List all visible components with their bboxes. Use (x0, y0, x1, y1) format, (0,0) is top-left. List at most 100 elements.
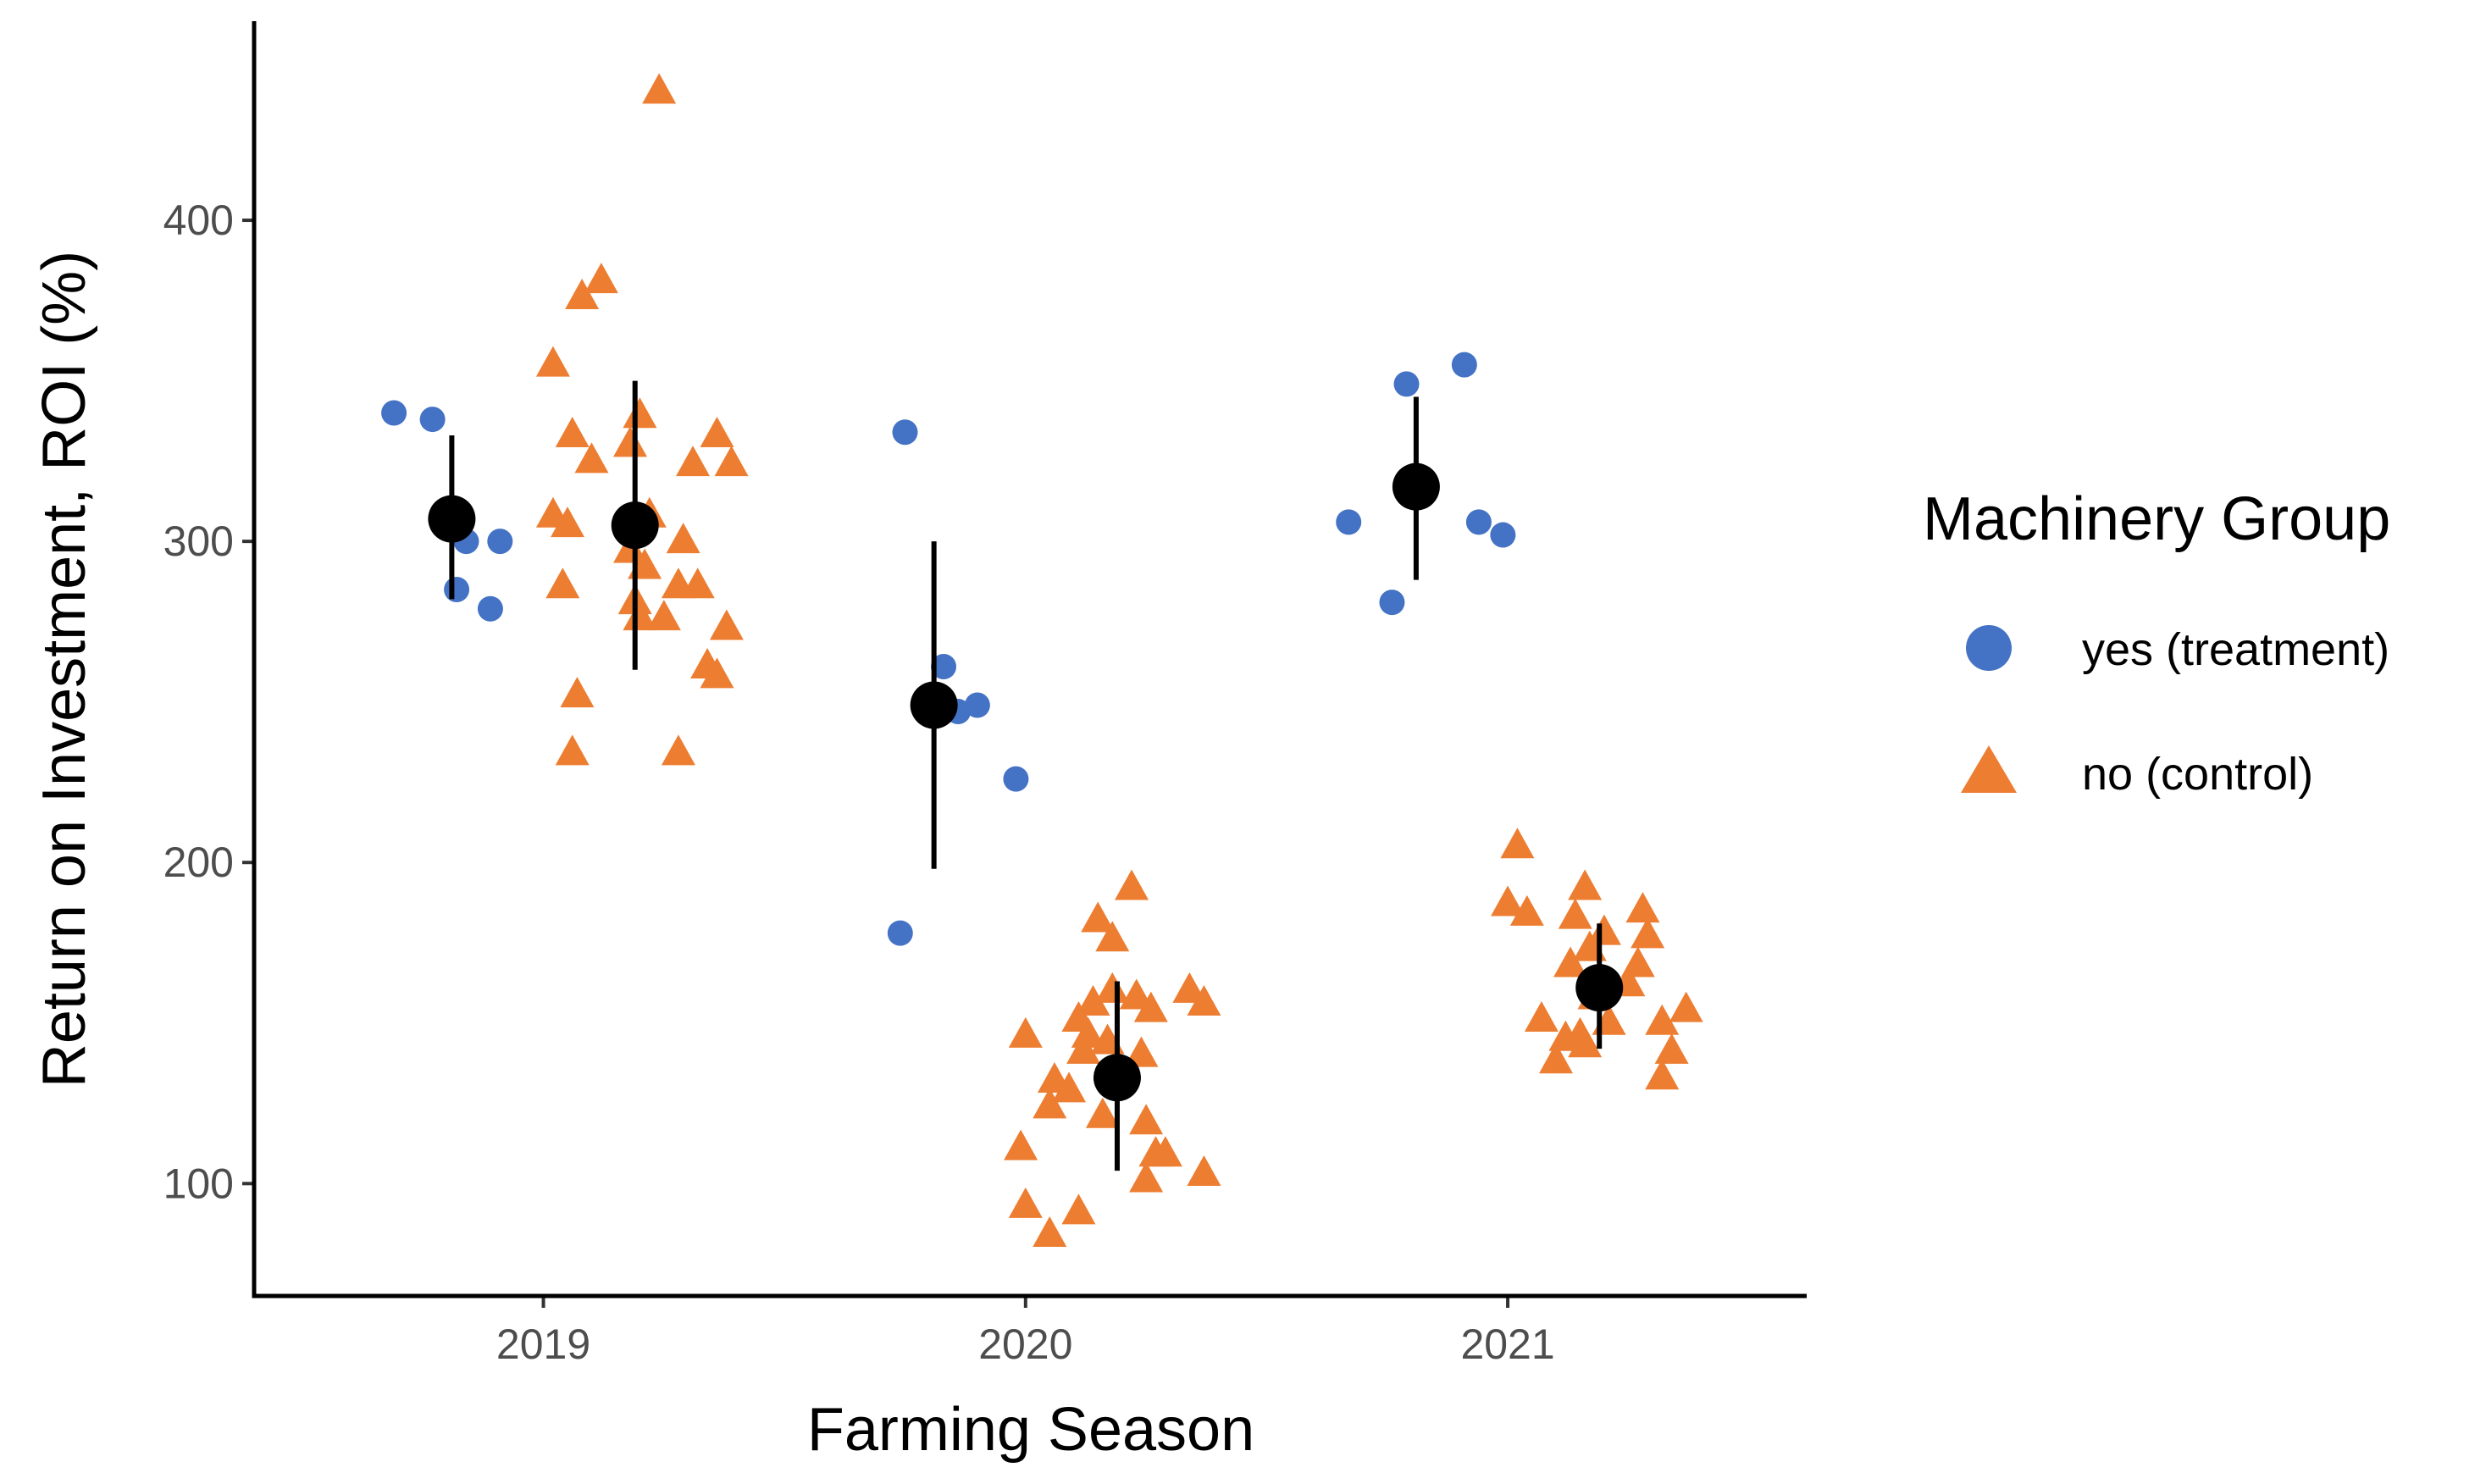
control-point (565, 279, 600, 310)
control-point (1129, 1161, 1164, 1193)
control-point (1148, 1136, 1182, 1167)
x-tick-label: 2019 (496, 1321, 590, 1368)
control-point (1586, 914, 1621, 945)
control-point (680, 568, 715, 599)
control-point (714, 446, 749, 477)
y-axis-ticks: 100 200 300 400 (163, 197, 254, 1207)
treatment-point (1451, 352, 1477, 378)
control-point (1568, 869, 1603, 900)
treatment-point (1003, 766, 1029, 792)
control-point (1558, 898, 1592, 929)
control-point (661, 734, 695, 766)
control-point (1004, 1129, 1038, 1160)
plot-area: 100 200 300 400 2019 2020 2021 (163, 21, 1807, 1368)
control-point (623, 397, 657, 429)
treatment-point (887, 920, 913, 946)
control-point (560, 677, 595, 708)
legend-title: Machinery Group (1923, 485, 2390, 553)
control-point (545, 568, 580, 599)
y-tick-label: 200 (163, 839, 234, 886)
control-point (574, 442, 609, 473)
control-point (676, 446, 711, 477)
treatment-point (931, 653, 957, 679)
y-tick-label: 400 (163, 197, 234, 244)
control-point (613, 426, 648, 457)
treatment-point (1465, 509, 1492, 535)
control-point (1124, 1036, 1159, 1067)
control-point (1095, 921, 1130, 952)
control-point (1061, 1193, 1096, 1225)
control-point (1491, 885, 1525, 916)
control-point (1129, 1104, 1164, 1135)
treatment-point (892, 419, 918, 446)
mean-point (428, 495, 476, 543)
treatment-point (381, 400, 407, 426)
control-point (1052, 1071, 1087, 1103)
control-point (1008, 1187, 1043, 1218)
control-point (1085, 1097, 1120, 1128)
control-point (1631, 917, 1665, 949)
control-point (1553, 946, 1588, 977)
legend-treatment-marker (1966, 625, 2012, 671)
mean-point (1093, 1054, 1141, 1102)
treatment-series (381, 352, 1516, 946)
treatment-point (477, 595, 503, 622)
treatment-point (1336, 509, 1362, 535)
control-point (1187, 1155, 1221, 1186)
legend: Machinery Group yes (treatment) no (cont… (1923, 485, 2390, 800)
mean-point (1392, 462, 1440, 511)
control-point (642, 73, 677, 104)
control-point (1095, 972, 1130, 1003)
control-point (1625, 892, 1660, 923)
y-axis-title: Return on Investment, ROI (%) (30, 251, 98, 1088)
control-point (1548, 1020, 1583, 1051)
mean-point (910, 681, 958, 729)
x-tick-label: 2020 (978, 1321, 1072, 1368)
control-point (1081, 901, 1116, 933)
x-axis-ticks: 2019 2020 2021 (496, 1296, 1555, 1368)
control-point (1076, 985, 1110, 1016)
treatment-point (964, 692, 990, 718)
control-point (1008, 1016, 1043, 1048)
control-point (1115, 869, 1149, 900)
legend-control-label: no (control) (2082, 749, 2313, 800)
control-point (1538, 1043, 1573, 1074)
control-point (551, 507, 585, 538)
control-point (1066, 1033, 1101, 1064)
control-point (584, 263, 618, 294)
treatment-point (419, 407, 446, 433)
x-axis-title: Farming Season (807, 1396, 1254, 1464)
control-point (1033, 1088, 1067, 1119)
legend-control-marker (1961, 745, 2017, 793)
control-point (1500, 828, 1535, 859)
summary-series (428, 380, 1624, 1171)
control-point (623, 600, 657, 631)
control-point (1568, 1027, 1603, 1058)
mean-point (1575, 964, 1624, 1012)
control-point (1645, 1004, 1680, 1035)
control-point (535, 346, 570, 377)
y-tick-label: 100 (163, 1160, 234, 1207)
control-point (1119, 978, 1154, 1010)
control-point (1033, 1215, 1067, 1247)
treatment-point (487, 529, 513, 555)
x-tick-label: 2021 (1460, 1321, 1554, 1368)
control-point (1509, 894, 1544, 926)
control-point (1654, 1033, 1689, 1064)
control-point (700, 657, 734, 689)
treatment-point (1393, 371, 1420, 397)
control-point (1187, 985, 1221, 1016)
control-point (666, 523, 700, 554)
control-point (555, 417, 590, 448)
control-point (1172, 972, 1207, 1003)
control-point (1133, 991, 1168, 1022)
y-tick-label: 300 (163, 518, 234, 565)
control-point (1669, 991, 1703, 1022)
control-point (555, 734, 590, 766)
mean-point (611, 501, 659, 550)
legend-treatment-label: yes (treatment) (2082, 624, 2389, 675)
control-point (1645, 1059, 1680, 1090)
treatment-point (1490, 522, 1516, 548)
treatment-point (1379, 590, 1405, 616)
